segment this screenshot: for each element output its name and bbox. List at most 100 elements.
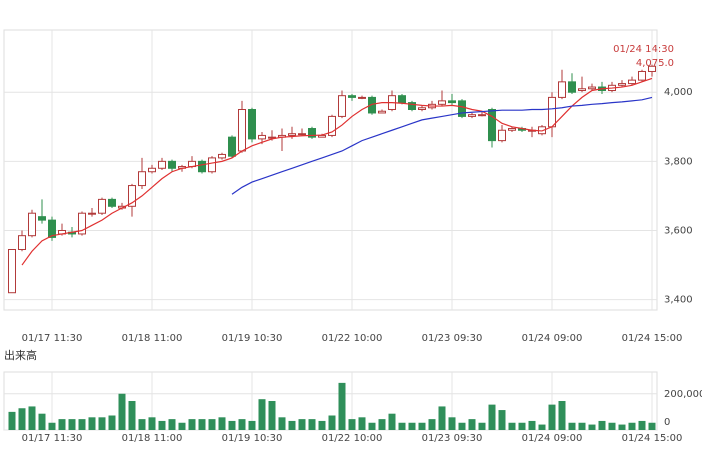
volume-bar [378,419,386,430]
y-tick-label: 3,800 [664,156,693,167]
candle-body [338,95,346,117]
candle-body [348,95,356,98]
volume-bar [408,422,416,430]
candle-body [268,136,276,139]
volume-bar [108,415,116,430]
candle-body [48,219,56,238]
x-tick-label: 01/18 11:00 [122,333,183,344]
volume-bar [28,406,36,430]
volume-bar [638,420,646,430]
volume-bar [608,422,616,430]
candle-body [238,109,246,152]
y-tick-label: 200,000 [664,389,702,400]
volume-bar [158,420,166,430]
candle-body [368,96,376,114]
volume-bar [248,420,256,430]
volume-bar [538,424,546,430]
y-tick-label: 0 [664,417,670,428]
candle-body [158,160,166,169]
candle-body [398,95,406,104]
candle-body [488,109,496,142]
candle-body [478,114,486,117]
candle-body [418,107,426,111]
volume-bar [88,417,96,430]
volume-bar [628,422,636,430]
candle-body [248,109,256,140]
x-tick-label: 01/19 10:30 [222,333,283,344]
candle-body [548,96,556,128]
candle-body [138,171,146,187]
volume-bar [48,422,56,430]
volume-bar [238,419,246,430]
volume-bar [288,420,296,430]
candle-body [98,198,106,214]
candle-body [588,86,596,90]
volume-bar [18,408,26,430]
volume-bar [68,419,76,430]
volume-bar [578,422,586,430]
volume-bar [208,419,216,430]
volume-bar [398,422,406,430]
volume-bar [468,419,476,430]
volume-bar [388,413,396,430]
candle-body [308,128,316,138]
candle-body [438,100,446,105]
candle-body [508,128,516,131]
candle-body [38,216,46,221]
volume-bar [548,404,556,430]
candle-body [288,133,296,136]
x-tick-label: 01/24 09:00 [522,333,583,344]
candle-body [8,249,16,294]
candle-body [378,110,386,114]
candle-body [558,81,566,98]
volume-bar [508,422,516,430]
volume-bar [298,419,306,430]
candle-body [228,136,236,157]
x-tick-label: 01/23 09:30 [422,433,483,444]
volume-bar [368,422,376,430]
volume-bar [308,419,316,430]
volume-bar [268,401,276,430]
candle-body [168,160,176,169]
volume-bar [328,415,336,430]
volume-bar [348,419,356,430]
volume-bar [358,417,366,430]
candle-body [78,212,86,235]
volume-bar [438,406,446,430]
candle-body [458,100,466,117]
volume-bar [618,424,626,430]
candle-body [18,235,26,251]
x-tick-label: 01/24 15:00 [622,333,683,344]
candle-body [578,88,586,91]
volume-bar [458,422,466,430]
x-tick-label: 01/17 11:30 [22,333,83,344]
volume-bar [198,419,206,430]
candle-body [618,83,626,86]
candle-body [108,198,116,207]
candle-body [358,96,366,99]
candle-body [298,133,306,136]
candle-body [218,153,226,159]
volume-bar [598,420,606,430]
moving-average-line [21,77,653,266]
volume-bar [428,419,436,430]
volume-title: 出来高 [4,348,37,362]
volume-bar [148,417,156,430]
volume-bar [278,417,286,430]
annotation-price: 4,075.0 [636,58,674,69]
volume-bar [178,422,186,430]
candle-body [408,102,416,111]
volume-bar [588,424,596,430]
volume-bar [478,422,486,430]
y-tick-label: 4,000 [664,87,693,98]
candle-body [648,65,656,72]
volume-bar [558,401,566,430]
y-tick-label: 3,600 [664,225,693,236]
volume-bar [58,419,66,430]
volume-bar [138,419,146,430]
candle-body [198,160,206,173]
candle-body [88,212,96,215]
candle-body [148,167,156,173]
candle-body [28,212,36,237]
volume-bar [648,422,656,430]
